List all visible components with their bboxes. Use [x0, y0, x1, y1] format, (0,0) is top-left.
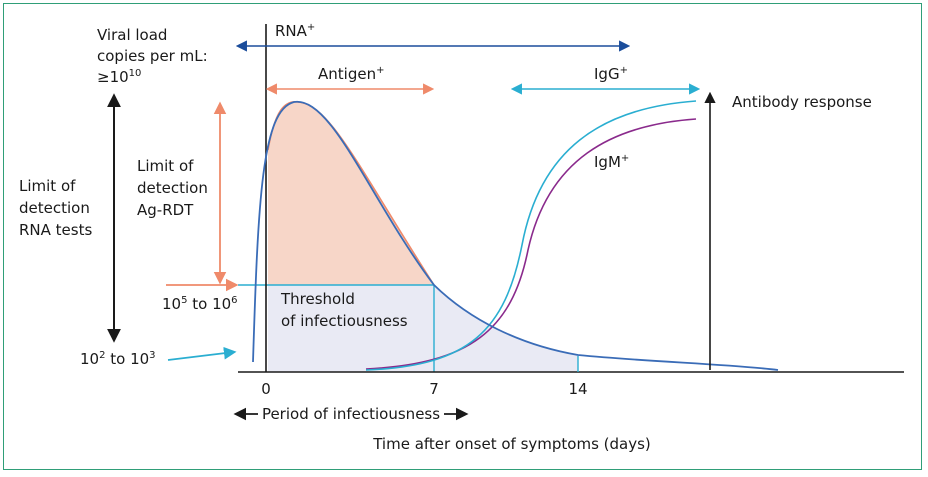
low-threshold-value: 102 to 103: [80, 350, 156, 368]
high-threshold-value: 105 to 106: [162, 295, 238, 313]
antibody-response-label: Antibody response: [732, 93, 872, 111]
antigen-positive-area: [268, 101, 434, 285]
low-threshold-pointer-arrow: [167, 346, 237, 361]
x-tick-day7: 7: [429, 380, 439, 398]
viral-load-label-line2: copies per mL:: [97, 47, 208, 65]
agrdt-label-line2: detection: [137, 179, 208, 197]
agrdt-label-line3: Ag-RDT: [137, 201, 194, 219]
viral-load-curve: [252, 101, 779, 371]
rna-tests-label-line1: Limit of: [19, 177, 76, 195]
post-threshold-area: [268, 285, 578, 372]
viral-load-threshold: ≥1010: [97, 68, 141, 86]
igm-label: IgM+: [594, 153, 629, 171]
threshold-label-line2: of infectiousness: [281, 312, 408, 330]
rna-tests-label-line3: RNA tests: [19, 221, 92, 239]
agrdt-label-line1: Limit of: [137, 157, 194, 175]
rna-label: RNA+: [275, 22, 315, 40]
threshold-label-line1: Threshold: [280, 290, 355, 308]
x-tick-day0: 0: [261, 380, 271, 398]
x-tick-day14: 14: [568, 380, 587, 398]
viral-load-label-line1: Viral load: [97, 26, 167, 44]
period-of-infectiousness-label: Period of infectiousness: [262, 405, 440, 423]
rna-tests-label-line2: detection: [19, 199, 90, 217]
antigen-label: Antigen+: [318, 65, 384, 83]
figure-frame: [3, 3, 922, 470]
igg-curve: [365, 100, 697, 371]
igg-label: IgG+: [594, 65, 628, 83]
x-axis-title: Time after onset of symptoms (days): [372, 435, 651, 453]
